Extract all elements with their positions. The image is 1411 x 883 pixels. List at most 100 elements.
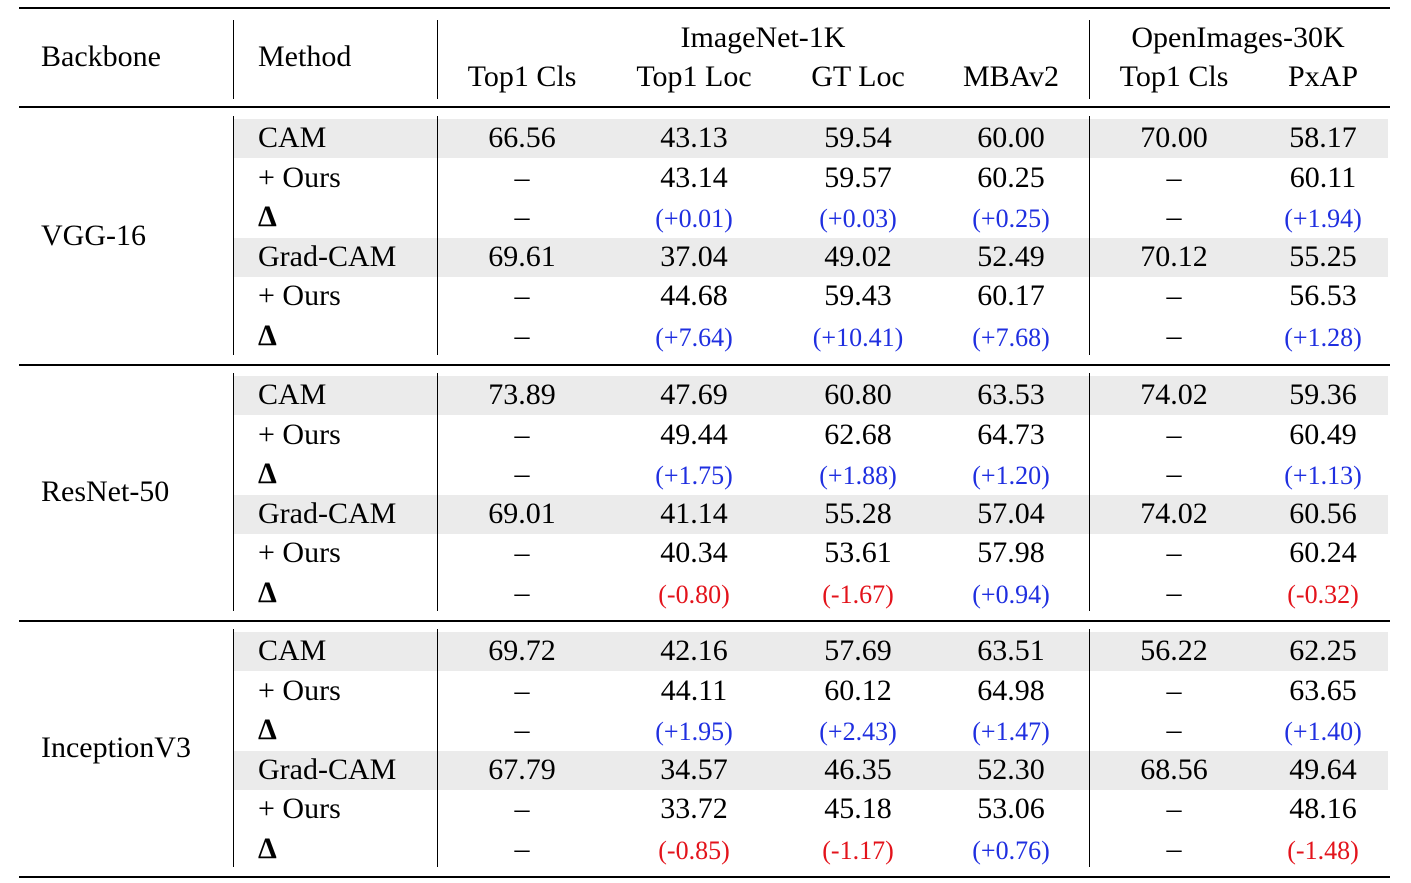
table-cell: – (514, 792, 530, 825)
table-cell: 60.12 (824, 673, 892, 707)
column-header: Top1 Cls (1119, 60, 1229, 93)
column-divider (233, 20, 234, 99)
table-cell: (+1.95) (655, 717, 733, 746)
backbone-label: VGG-16 (41, 219, 146, 252)
table-cell: (-1.17) (822, 835, 894, 865)
table-cell: 74.02 (1140, 496, 1208, 530)
table-cell: 62.68 (824, 417, 892, 451)
row-shade (234, 376, 1388, 415)
table-cell: (+7.64) (655, 322, 733, 352)
table-cell: 46.35 (824, 752, 892, 786)
column-divider (437, 116, 438, 355)
table-cell: 69.61 (488, 239, 556, 273)
table-cell: (+1.88) (819, 461, 897, 490)
top-rule (19, 7, 1390, 9)
column-divider (1089, 20, 1090, 99)
table-cell: 49.44 (660, 417, 728, 451)
table-cell: 60.11 (1289, 160, 1357, 194)
table-cell: 60.49 (1289, 417, 1357, 451)
table-cell: (+0.25) (972, 204, 1050, 233)
table-cell: 47.69 (660, 378, 728, 411)
table-cell: – (1166, 536, 1182, 569)
table-cell: 37.04 (660, 239, 728, 273)
table-cell: (+1.47) (972, 717, 1050, 746)
row-shade (234, 632, 1388, 671)
table-cell: 44.68 (660, 279, 728, 312)
table-cell: 44.11 (660, 673, 728, 707)
table-cell: (+0.01) (655, 204, 733, 233)
table-cell: (-1.48) (1287, 835, 1359, 865)
table-cell: (+1.40) (1284, 717, 1362, 746)
table-cell: – (1166, 831, 1182, 865)
table-cell: 63.53 (977, 378, 1045, 411)
table-cell: (+0.94) (972, 579, 1050, 609)
row-shade (234, 119, 1388, 158)
table-cell: – (514, 417, 530, 451)
table-cell: – (1166, 318, 1182, 352)
table-cell: 57.98 (977, 536, 1045, 569)
table-cell: – (514, 536, 530, 569)
method-label: + Ours (258, 160, 341, 194)
table-cell: 59.57 (824, 160, 892, 194)
table-cell: 53.61 (824, 536, 892, 569)
table-cell: 33.72 (660, 792, 728, 825)
table-cell: – (1166, 200, 1182, 233)
table-cell: – (514, 279, 530, 312)
header-group-imagenet: ImageNet-1K (680, 21, 846, 54)
table-cell: (-0.85) (658, 835, 730, 865)
column-divider (1089, 116, 1090, 355)
table-cell: – (1166, 713, 1182, 746)
table-cell: 63.65 (1289, 673, 1357, 707)
section-rule (19, 620, 1390, 622)
table-cell: 64.73 (977, 417, 1045, 451)
table-cell: 67.79 (488, 752, 556, 786)
table-cell: – (514, 575, 530, 609)
column-header: MBAv2 (962, 60, 1060, 93)
method-label: Grad-CAM (258, 752, 397, 786)
column-divider (233, 629, 234, 867)
table-cell: (-0.80) (658, 579, 730, 609)
column-header: PxAP (1287, 60, 1359, 93)
table-cell: – (514, 318, 530, 352)
table-cell: 60.24 (1289, 536, 1357, 569)
table-cell: – (514, 457, 530, 490)
table-cell: (+0.03) (819, 204, 897, 233)
table-cell: 62.25 (1289, 634, 1357, 667)
table-cell: (+1.13) (1284, 461, 1362, 490)
column-divider (437, 373, 438, 611)
method-label: Grad-CAM (258, 239, 397, 273)
method-label: + Ours (258, 673, 341, 707)
method-label: CAM (258, 378, 327, 411)
table-cell: 34.57 (660, 752, 728, 786)
column-header: Top1 Loc (636, 60, 752, 93)
header-rule (19, 106, 1390, 108)
table-cell: 69.72 (488, 634, 556, 667)
method-label: + Ours (258, 536, 341, 569)
method-label: + Ours (258, 417, 341, 451)
table-cell: 59.36 (1289, 378, 1357, 411)
table-cell: 60.56 (1289, 496, 1357, 530)
table-cell: – (514, 713, 530, 746)
method-label: + Ours (258, 279, 341, 312)
column-header: GT Loc (811, 60, 905, 93)
method-label: Δ (258, 831, 277, 865)
table-cell: – (1166, 160, 1182, 194)
backbone-label: InceptionV3 (41, 731, 191, 764)
table-cell: 40.34 (660, 536, 728, 569)
table-cell: 70.00 (1140, 121, 1208, 154)
table-cell: – (1166, 457, 1182, 490)
bottom-rule (19, 876, 1390, 878)
table-cell: – (514, 200, 530, 233)
table-cell: 59.43 (824, 279, 892, 312)
table-cell: 57.69 (824, 634, 892, 667)
table-cell: 56.22 (1140, 634, 1208, 667)
table-cell: 70.12 (1140, 239, 1208, 273)
method-label: Δ (258, 713, 277, 746)
table-cell: 59.54 (824, 121, 892, 154)
table-cell: 57.04 (977, 496, 1045, 530)
table-cell: – (514, 673, 530, 707)
table-cell: – (1166, 575, 1182, 609)
table-cell: 60.00 (977, 121, 1045, 154)
table-cell: 60.25 (977, 160, 1045, 194)
table-cell: 53.06 (977, 792, 1045, 825)
